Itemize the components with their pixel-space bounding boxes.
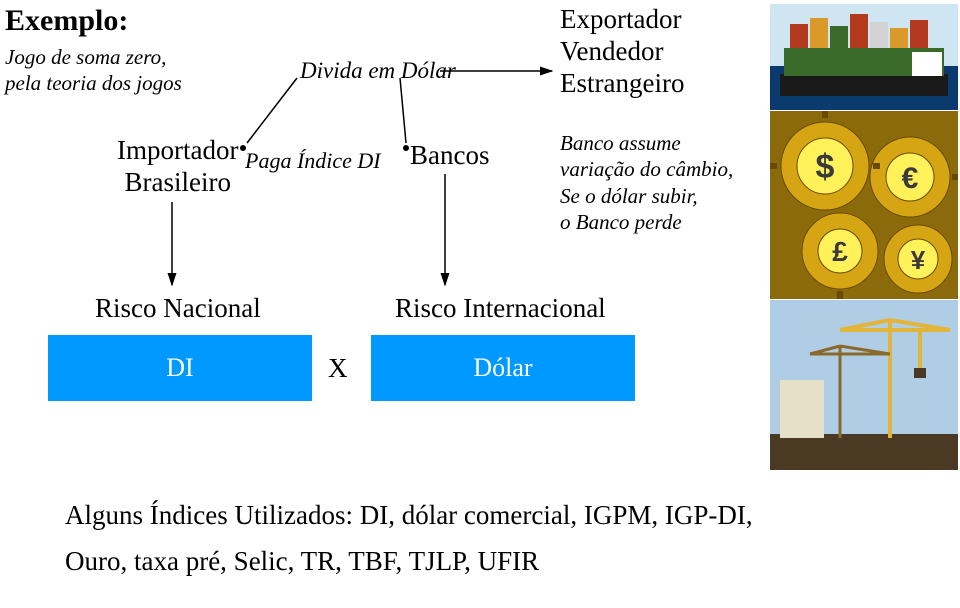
image-column: $ € £ ¥	[770, 4, 958, 471]
banco-assume-line4: o Banco perde	[560, 210, 682, 234]
exportador-line2: Vendedor	[560, 36, 663, 66]
banco-assume-label: Banco assume variação do câmbio, Se o dó…	[560, 130, 733, 235]
risco-nacional-label: Risco Nacional	[95, 293, 261, 324]
importador-line2: Brasileiro	[124, 167, 230, 197]
divida-label: Divida em Dólar	[300, 58, 456, 84]
importador-label: Importador Brasileiro	[117, 135, 238, 199]
svg-text:$: $	[816, 148, 835, 186]
di-label: DI	[166, 353, 193, 383]
exportador-line3: Estrangeiro	[560, 68, 684, 98]
ship-image	[770, 4, 958, 110]
page-title: Exemplo:	[5, 4, 128, 38]
subtitle-line2: pela teoria dos jogos	[5, 71, 182, 95]
di-box: DI	[48, 335, 312, 401]
bancos-label: Bancos	[410, 140, 489, 171]
footer-line2: Ouro, taxa pré, Selic, TR, TBF, TJLP, UF…	[65, 546, 539, 576]
paga-label: Paga Índice DI	[245, 148, 381, 174]
exportador-line1: Exportador	[560, 4, 681, 34]
currency-gears-image: $ € £ ¥	[770, 111, 958, 299]
footer-text: Alguns Índices Utilizados: DI, dólar com…	[65, 493, 753, 585]
importador-line1: Importador	[117, 135, 238, 165]
banco-assume-line2: variação do câmbio,	[560, 157, 733, 181]
svg-text:€: €	[902, 162, 919, 195]
risco-internacional-label: Risco Internacional	[395, 293, 606, 324]
subtitle-line1: Jogo de soma zero,	[5, 45, 166, 69]
dolar-label: Dólar	[473, 353, 532, 383]
banco-assume-line3: Se o dólar subir,	[560, 184, 698, 208]
cranes-image	[770, 300, 958, 470]
banco-assume-line1: Banco assume	[560, 131, 681, 155]
exportador-label: Exportador Vendedor Estrangeiro	[560, 4, 684, 100]
svg-text:¥: ¥	[911, 245, 926, 275]
subtitle: Jogo de soma zero, pela teoria dos jogos	[5, 44, 182, 97]
dolar-box: Dólar	[371, 335, 635, 401]
svg-text:£: £	[832, 236, 848, 267]
footer-line1: Alguns Índices Utilizados: DI, dólar com…	[65, 500, 753, 530]
x-mark: X	[328, 353, 348, 384]
